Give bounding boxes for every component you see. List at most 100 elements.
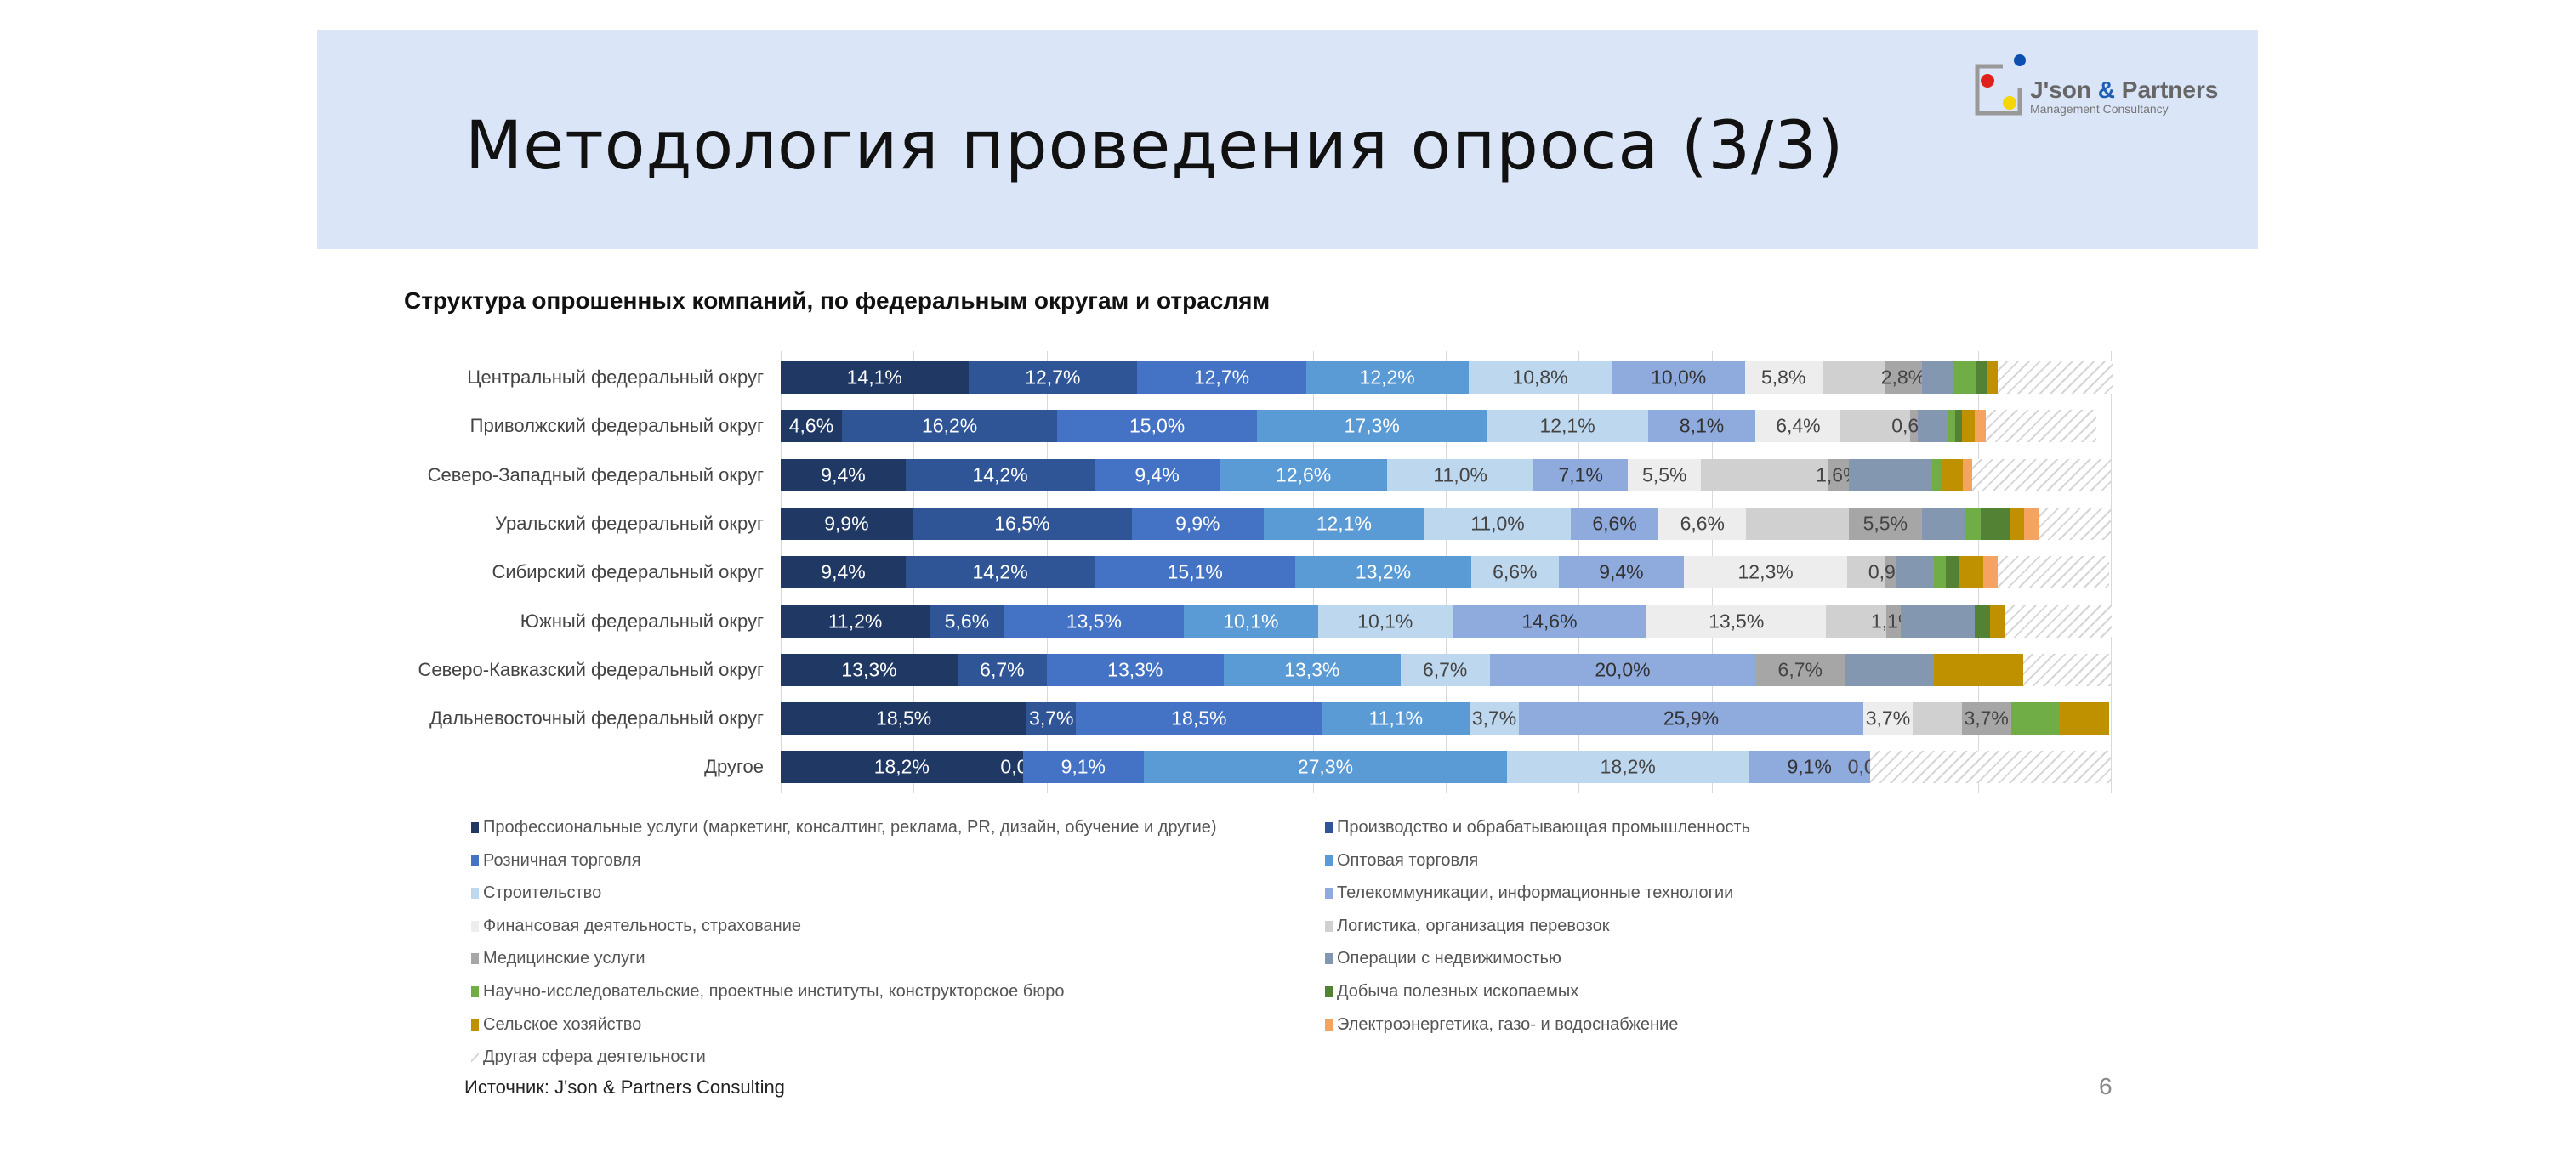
bar-segment: 9,1% — [1749, 751, 1870, 784]
bar-segment — [1961, 410, 1976, 443]
bar-segment: 5,5% — [1628, 458, 1702, 491]
legend-label: Розничная торговля — [483, 850, 641, 870]
bar-segment — [1847, 556, 1885, 589]
legend-item: Профессиональные услуги (маркетинг, конс… — [471, 818, 1217, 838]
bar-segment: 8,1% — [1647, 410, 1756, 443]
bar-segment — [2022, 653, 2111, 686]
category-label: Южный федеральный округ — [520, 610, 764, 632]
bar-segment — [2039, 507, 2111, 540]
data-label: 12,7% — [1025, 366, 1081, 389]
legend-item: Добыча полезных ископаемых — [1325, 982, 1578, 1002]
bar-segment — [1900, 605, 1976, 638]
data-label: 12,6% — [1276, 463, 1332, 486]
data-label: 11,0% — [1470, 512, 1525, 535]
bar-segment: 18,5% — [1076, 702, 1322, 735]
data-label: 13,2% — [1355, 560, 1412, 583]
data-label: 12,7% — [1193, 366, 1250, 389]
page-number: 6 — [2099, 1073, 2113, 1099]
data-label: 11,1% — [1368, 707, 1424, 730]
bar-segment: 13,3% — [781, 653, 958, 686]
data-label: 12,1% — [1539, 414, 1595, 437]
bar-segment: 11,0% — [1387, 458, 1534, 491]
legend-item: Оптовая торговля — [1325, 851, 1478, 871]
bar-segment: 6,7% — [958, 653, 1047, 686]
legend-label: Строительство — [483, 883, 602, 903]
category-label: Другое — [704, 756, 764, 778]
data-label: 8,1% — [1679, 414, 1725, 437]
legend-item: Производство и обрабатывающая промышленн… — [1325, 818, 1750, 838]
bar-segment: 17,3% — [1256, 410, 1487, 443]
bar-segment — [1975, 410, 1986, 443]
data-label: 13,5% — [1709, 610, 1765, 632]
data-label: 16,2% — [922, 414, 978, 437]
bar-segment: 13,5% — [1646, 605, 1827, 638]
category-label: Дальневосточный федеральный округ — [429, 707, 764, 730]
bar-segment: 0,6% — [1891, 410, 1936, 443]
data-label: 14,2% — [972, 560, 1028, 583]
data-label: 27,3% — [1297, 755, 1354, 778]
bar-segment: 12,1% — [1263, 507, 1424, 540]
bar-segment — [2060, 702, 2110, 735]
bar-segment: 13,5% — [1004, 605, 1184, 638]
legend-swatch — [1325, 986, 1333, 997]
bar-segment — [1972, 458, 2111, 491]
bar-segment: 12,3% — [1683, 556, 1848, 589]
bar-segment: 4,6% — [781, 410, 842, 443]
bar-segment: 9,9% — [781, 507, 913, 540]
bar-segment: 12,7% — [968, 361, 1138, 394]
data-label: 10,1% — [1357, 610, 1413, 632]
bar-segment: 16,2% — [841, 410, 1058, 443]
data-label: 18,2% — [1600, 755, 1656, 778]
data-label: 9,4% — [1134, 463, 1180, 486]
legend-swatch — [471, 822, 479, 833]
legend-label: Добыча полезных ископаемых — [1337, 982, 1579, 1001]
bar-segment: 11,2% — [781, 605, 930, 638]
data-label: 10,1% — [1223, 610, 1279, 632]
data-label: 4,6% — [788, 414, 834, 437]
bar-segment — [2010, 507, 2025, 540]
bar-segment: 6,6% — [1570, 507, 1659, 540]
data-label: 5,5% — [1642, 463, 1687, 486]
bar-segment: 14,6% — [1452, 605, 1647, 638]
bar-segment — [1982, 556, 1998, 589]
slide-title: Методология проведения опроса (3/3) — [465, 108, 1845, 185]
legend-item: Телекоммуникации, информационные техноло… — [1325, 883, 1733, 903]
data-label: 20,0% — [1595, 658, 1651, 681]
data-label: 11,0% — [1433, 463, 1487, 486]
bar-segment — [1746, 507, 1849, 540]
legend-swatch — [471, 855, 479, 866]
bar-segment: 5,6% — [930, 605, 1004, 638]
bar-segment: 12,2% — [1305, 361, 1469, 394]
bar-segment — [1947, 410, 1955, 443]
bar-segment — [1953, 361, 1976, 394]
bar-segment — [1987, 361, 1998, 394]
category-label: Северо-Западный федеральный округ — [427, 463, 764, 485]
bar-segment — [1933, 556, 1946, 589]
bar-segment: 9,4% — [781, 556, 907, 589]
bar-row: 11,2% 5,6% 13,5% 10,1% 10,1% 14,6% 13,5% 1,1% — [781, 605, 2113, 638]
bar-segment: 2,8% — [1881, 361, 1925, 394]
bar-segment: 14,2% — [906, 458, 1095, 491]
bar-segment: 9,9% — [1131, 507, 1264, 540]
legend-swatch — [1325, 920, 1333, 932]
data-label: 9,9% — [824, 512, 869, 535]
bar-segment: 10,8% — [1468, 361, 1612, 394]
bar-segment: 13,3% — [1223, 653, 1401, 686]
slide-header: Методология проведения опроса (3/3) J'so… — [317, 30, 2258, 249]
bar-segment: 6,7% — [1755, 653, 1845, 686]
company-logo: J'son & Partners Management Consultancy — [1975, 54, 2218, 116]
data-label: 14,2% — [972, 463, 1028, 486]
bar-row: 14,1% 12,7% 12,7% 12,2% 10,8% 10,0% 5,8% 2,8% — [781, 361, 2114, 394]
data-label: 9,1% — [1787, 755, 1832, 778]
data-label: 3,7% — [1865, 707, 1911, 730]
bar-row: 13,3% 6,7% 13,3% 13,3% 6,7% 20,0% 6,7% — [781, 653, 2111, 686]
data-label: 9,4% — [821, 560, 866, 583]
bar-segment: 16,5% — [912, 507, 1132, 540]
bar-segment: 9,1% — [1022, 751, 1144, 784]
data-label: 6,7% — [1777, 658, 1823, 681]
legend-swatch — [471, 1019, 479, 1031]
bar-segment: 12,6% — [1220, 458, 1388, 491]
bar-row: 9,9% 16,5% 9,9% 12,1% 11,0% 6,6% 6,6% 5,5% — [781, 507, 2111, 540]
legend-item: Медицинские услуги — [471, 949, 645, 968]
